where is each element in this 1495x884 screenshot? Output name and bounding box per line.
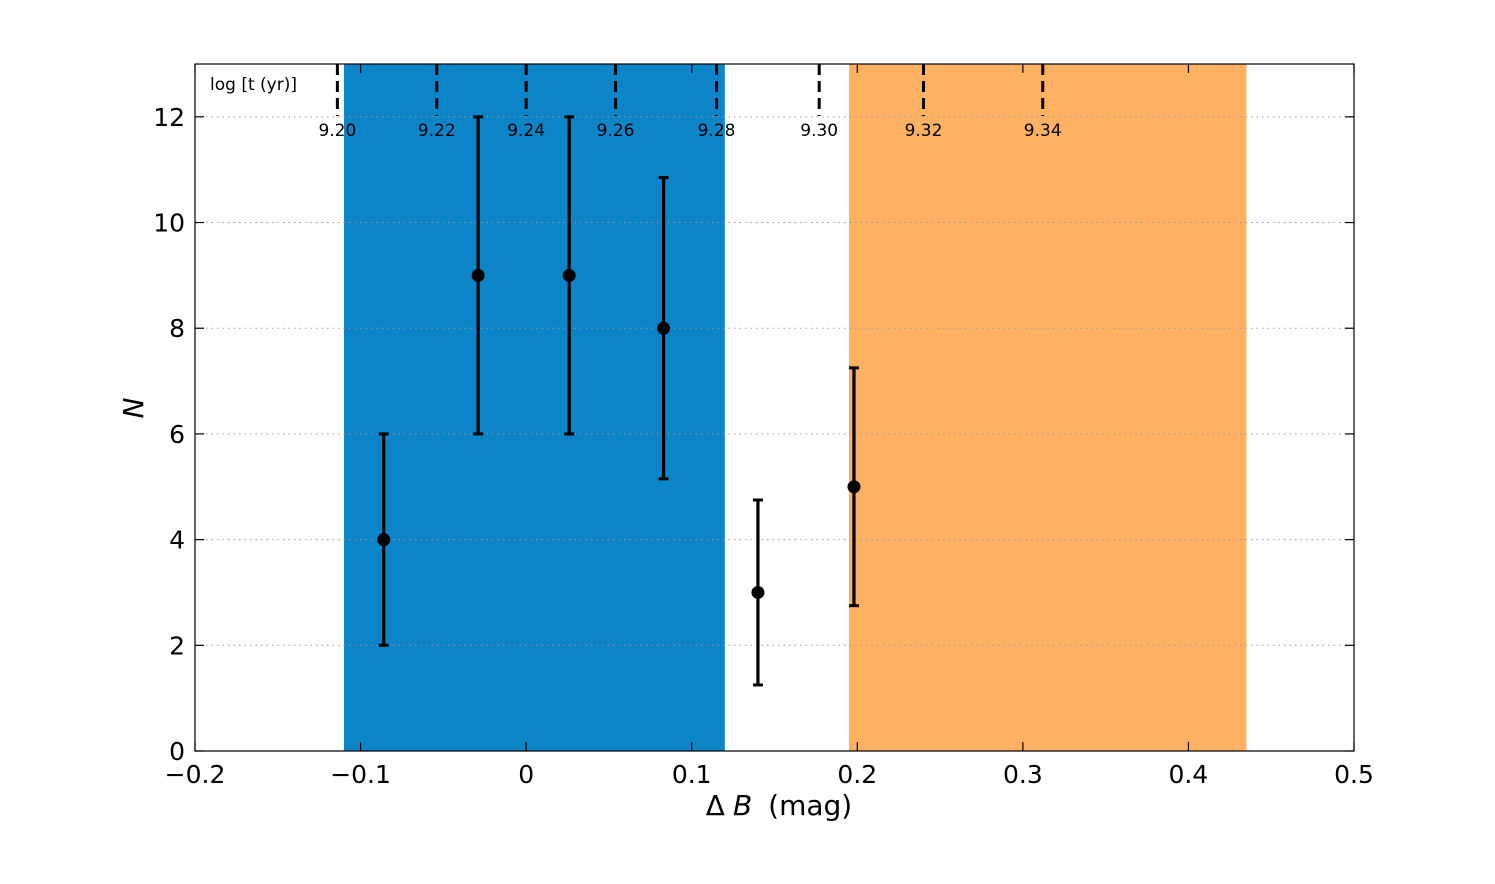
x-tick-label-1: −0.1 xyxy=(330,760,391,789)
y-tick-label-5: 10 xyxy=(153,209,185,238)
axis-ticks xyxy=(194,64,1355,752)
data-point-4 xyxy=(657,321,671,335)
shaded-region-1 xyxy=(344,64,725,751)
x-tick-label-4: 0.2 xyxy=(837,760,877,789)
age-axis-title: log [t (yr)] xyxy=(210,75,297,95)
x-axis-label: Δ B (mag) xyxy=(706,789,852,822)
x-tick-label-0: −0.2 xyxy=(165,760,226,789)
data-point-1 xyxy=(377,533,391,547)
age-marker-label-2: 9.24 xyxy=(507,121,545,141)
y-tick-label-2: 4 xyxy=(169,526,185,555)
data-point-3 xyxy=(562,268,576,282)
age-marker-label-0: 9.20 xyxy=(318,121,356,141)
x-axis-label-symbol: Δ xyxy=(706,789,725,822)
x-tick-label-3: 0.1 xyxy=(672,760,712,789)
data-points xyxy=(377,268,861,599)
y-tick-label-6: 12 xyxy=(153,103,185,132)
x-axis-label-unit: (mag) xyxy=(768,789,852,822)
data-point-5 xyxy=(751,585,765,599)
y-tick-label-3: 6 xyxy=(169,420,185,449)
x-tick-label-7: 0.5 xyxy=(1334,760,1374,789)
age-marker-label-3: 9.26 xyxy=(597,121,635,141)
age-marker-label-5: 9.30 xyxy=(800,121,838,141)
age-marker-label-1: 9.22 xyxy=(418,121,456,141)
x-tick-label-2: 0 xyxy=(518,760,534,789)
axis-tick-labels: −0.2 −0.1 0 0.1 0.2 0.3 0.4 0.5 0 2 4 6 8 10 12 xyxy=(153,103,1374,789)
y-tick-label-4: 8 xyxy=(169,314,185,343)
y-tick-label-1: 2 xyxy=(169,631,185,660)
age-markers: 9.20 9.22 9.24 9.26 9.28 9.30 9.32 9.34 xyxy=(318,64,1062,141)
data-point-2 xyxy=(471,268,485,282)
x-tick-label-6: 0.4 xyxy=(1169,760,1209,789)
age-marker-label-6: 9.32 xyxy=(905,121,943,141)
y-axis-label: N xyxy=(117,397,150,418)
y-tick-label-0: 0 xyxy=(169,737,185,766)
data-point-6 xyxy=(847,480,861,494)
plot-frame xyxy=(194,63,1355,752)
x-axis-label-variable: B xyxy=(733,789,752,822)
x-tick-label-5: 0.3 xyxy=(1003,760,1043,789)
shaded-region-2 xyxy=(849,64,1247,751)
age-marker-label-4: 9.28 xyxy=(698,121,736,141)
age-marker-label-7: 9.34 xyxy=(1024,121,1062,141)
